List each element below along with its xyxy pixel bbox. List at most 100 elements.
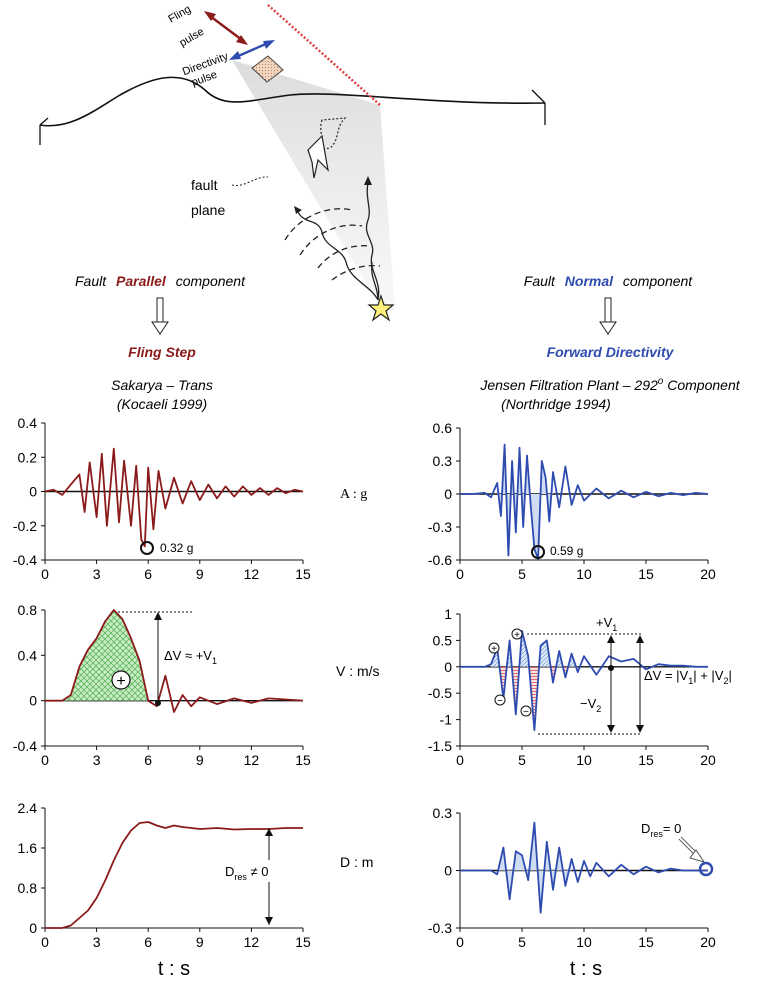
fault-plane bbox=[232, 60, 395, 315]
v1-head bbox=[607, 635, 615, 643]
left-xlabel: t : s bbox=[158, 958, 190, 980]
y-tick-label: 0 bbox=[444, 486, 452, 502]
x-tick-label: 3 bbox=[93, 752, 101, 768]
directivity-arrow-head-a bbox=[229, 51, 241, 60]
y-tick-label: 0.4 bbox=[18, 415, 38, 431]
slip-dotted-shape bbox=[316, 117, 347, 151]
y-tick-label: -0.6 bbox=[428, 552, 452, 568]
right-component-prefix: Fault bbox=[524, 273, 556, 289]
x-tick-label: 3 bbox=[93, 934, 101, 950]
x-tick-label: 6 bbox=[144, 566, 152, 582]
y-tick-label: 1 bbox=[444, 606, 452, 622]
fault-label-leader bbox=[231, 176, 269, 186]
dv-right-part: | bbox=[729, 668, 732, 683]
v2-label: −V2 bbox=[580, 696, 601, 714]
right-record-sup: o bbox=[658, 376, 664, 387]
dv-right-part: 1 bbox=[688, 676, 693, 686]
right-xlabel: t : s bbox=[570, 958, 602, 980]
delta-v-arrow-head bbox=[154, 612, 162, 620]
y-tick-label: 0.2 bbox=[18, 449, 38, 465]
fling-pulse-label: Fling bbox=[166, 3, 193, 25]
series-line bbox=[460, 821, 708, 914]
x-tick-label: 15 bbox=[638, 934, 654, 950]
peak-marker-left bbox=[140, 541, 154, 555]
dres-left-label: Dres ≠ 0 bbox=[225, 864, 269, 882]
delta-v-left-label: ΔV ≈ +V1 bbox=[164, 648, 217, 666]
dv-right-label: ΔV = |V1| + |V2| bbox=[644, 668, 732, 686]
right-heading-block: Fault Normal component Forward Directivi… bbox=[479, 273, 740, 412]
x-tick-label: 12 bbox=[244, 566, 260, 582]
right-component-line: Fault Normal component bbox=[524, 273, 694, 289]
dres-right-label-main: D bbox=[641, 821, 650, 836]
y-tick-label: 1.6 bbox=[18, 840, 38, 856]
v2-label-main: −V bbox=[580, 696, 597, 711]
ray-head-b bbox=[364, 176, 372, 185]
disp-area-fill bbox=[497, 822, 572, 913]
y-tick-label: -0.3 bbox=[428, 920, 452, 936]
plus-circle-left bbox=[111, 670, 131, 690]
y-tick-label: 0.5 bbox=[433, 632, 453, 648]
right-record-end: Component bbox=[663, 377, 740, 393]
y-tick-label: 0 bbox=[29, 484, 37, 500]
fling-arrow-head-a bbox=[204, 11, 216, 21]
y-tick-label: 0.3 bbox=[433, 453, 453, 469]
x-tick-label: 5 bbox=[518, 752, 526, 768]
v2-head bbox=[607, 725, 615, 733]
wavefronts bbox=[284, 208, 381, 281]
y-tick-label: 0.6 bbox=[433, 420, 453, 436]
y-tick-label: 0.4 bbox=[18, 647, 38, 663]
chart-right_acc: 0.60.30-0.3-0.60 5 10 15 20 bbox=[428, 420, 716, 582]
fling-label-l1: Fling bbox=[166, 3, 193, 25]
x-tick-label: 6 bbox=[144, 934, 152, 950]
v1-label: +V1 bbox=[596, 615, 617, 633]
x-tick-label: 0 bbox=[41, 934, 49, 950]
delta-v-left-label-main: ΔV ≈ +V bbox=[164, 648, 212, 663]
acc-area-fill bbox=[497, 444, 554, 559]
x-tick-label: 0 bbox=[41, 566, 49, 582]
series-line bbox=[460, 630, 708, 732]
peak-label-right: 0.59 g bbox=[550, 544, 583, 558]
series-line bbox=[44, 447, 304, 548]
dv-right-part: ΔV = |V bbox=[644, 668, 689, 683]
slip-arrow-shape bbox=[307, 134, 329, 179]
y-tick-label: 0 bbox=[29, 920, 37, 936]
y-tick-label: 2.4 bbox=[18, 800, 38, 816]
x-tick-label: 12 bbox=[244, 752, 260, 768]
x-tick-label: 10 bbox=[576, 934, 592, 950]
dv-right-part: | + |V bbox=[693, 668, 724, 683]
right-record-line1: Jensen Filtration Plant – 292o Component bbox=[479, 376, 740, 393]
x-tick-label: 15 bbox=[295, 566, 311, 582]
row-label-disp: D : m bbox=[340, 854, 373, 870]
right-record-line2: (Northridge 1994) bbox=[501, 396, 611, 412]
minus-sign-b: − bbox=[523, 707, 529, 718]
dres-left-head-bottom bbox=[265, 917, 273, 925]
right-component-word: Normal bbox=[565, 273, 614, 289]
chart-left_disp: 2.4 1.6 0.8 00 3 6 9 12 15 bbox=[18, 800, 311, 950]
v1-label-main: +V bbox=[596, 615, 613, 630]
fling-area-fill bbox=[62, 610, 149, 701]
y-tick-label: 0 bbox=[444, 659, 452, 675]
ground-surface bbox=[39, 76, 546, 127]
fault-trace-dotted bbox=[267, 4, 381, 106]
dres-right-label: Dres= 0 bbox=[641, 821, 681, 839]
y-tick-label: 0.3 bbox=[433, 805, 453, 821]
y-tick-label: -0.3 bbox=[428, 519, 452, 535]
chart-left_acc: 0.40.20-0.2-0.40 3 6 9 12 15 bbox=[13, 415, 311, 582]
charts-layer: 0.40.20-0.2-0.40 3 6 9 12 150.60.30-0.3-0.60 5… bbox=[13, 415, 716, 950]
right-record-main: Jensen Filtration Plant – 292 bbox=[479, 377, 658, 393]
x-tick-label: 15 bbox=[295, 934, 311, 950]
x-tick-label: 20 bbox=[700, 566, 716, 582]
x-tick-label: 6 bbox=[144, 752, 152, 768]
ground-left-end bbox=[39, 117, 49, 145]
plane-label: plane bbox=[191, 202, 225, 218]
right-heading: Forward Directivity bbox=[547, 344, 675, 360]
ground-right-end bbox=[531, 89, 546, 125]
x-tick-label: 10 bbox=[576, 566, 592, 582]
x-tick-label: 0 bbox=[41, 752, 49, 768]
x-tick-label: 0 bbox=[456, 934, 464, 950]
disp-fill-group bbox=[497, 822, 572, 913]
dv-right-part: 2 bbox=[723, 676, 728, 686]
right-down-arrow bbox=[599, 297, 617, 335]
acc-fill-group bbox=[497, 444, 554, 559]
